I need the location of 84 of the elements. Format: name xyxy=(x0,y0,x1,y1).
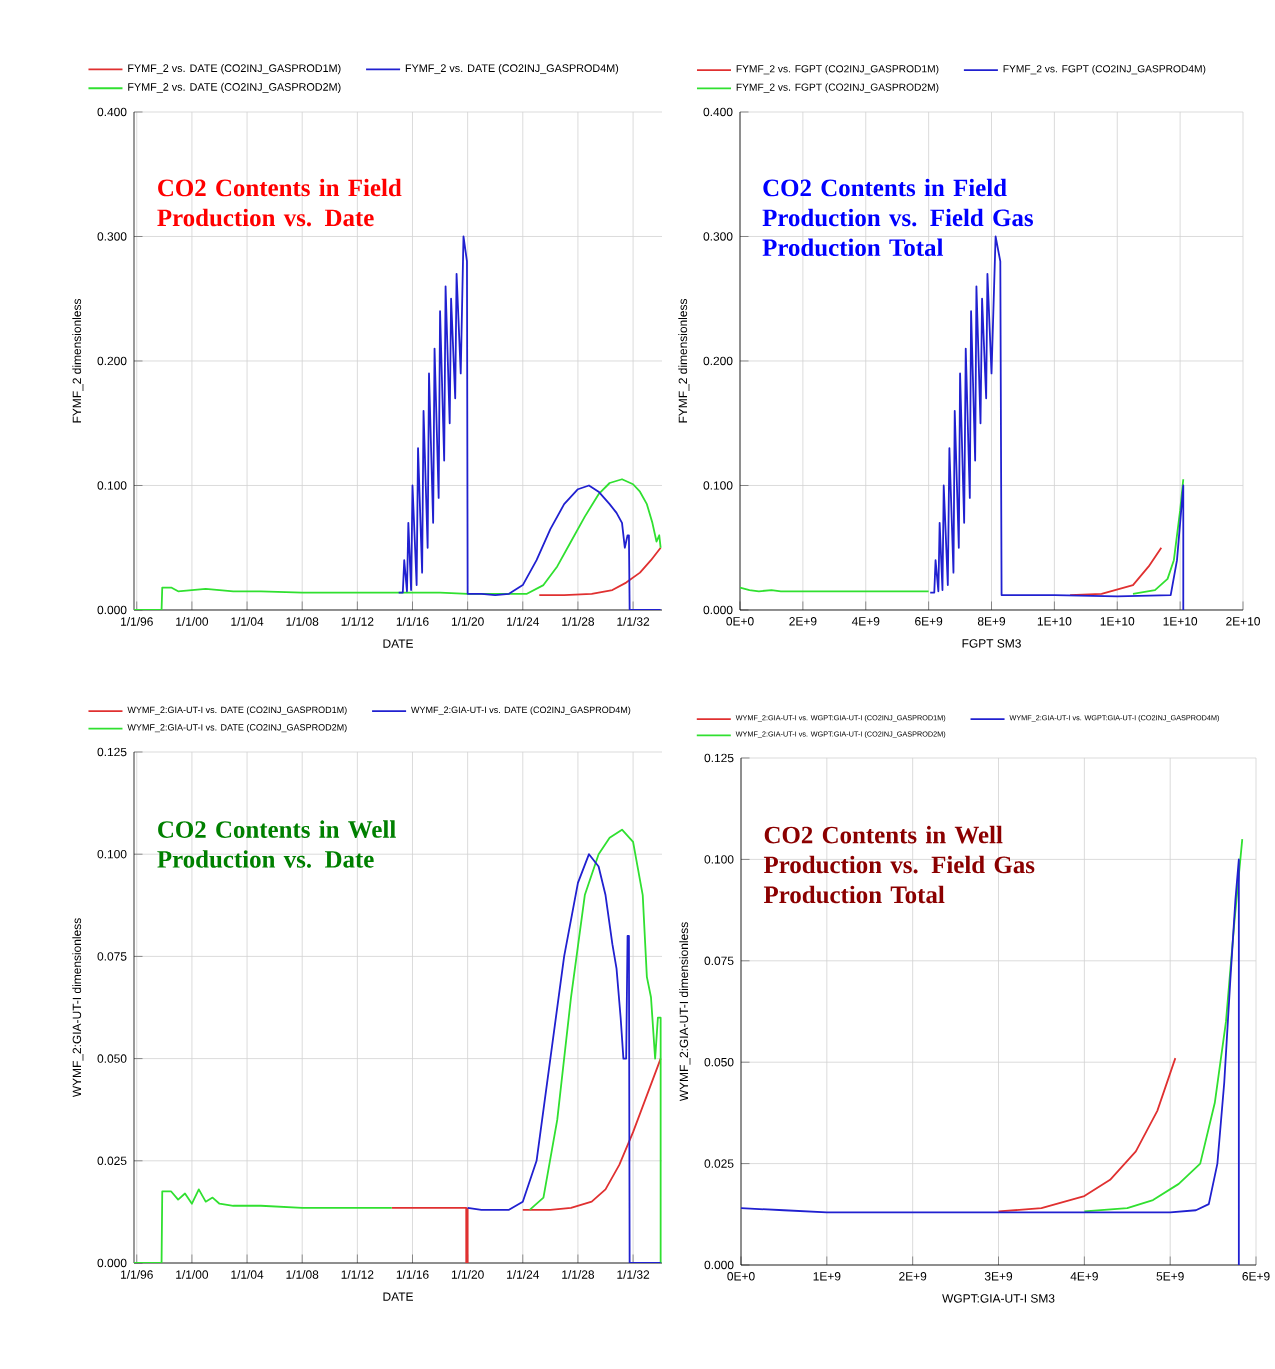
y-axis-title: WYMF_2:GIA-UT-I dimensionless xyxy=(679,922,691,1102)
x-tick-label: 1/1/00 xyxy=(176,1270,209,1279)
x-tick-label: 1/1/28 xyxy=(562,1270,595,1279)
y-tick-label: 0.050 xyxy=(97,1054,127,1063)
x-tick-label: 1/1/32 xyxy=(617,617,650,626)
y-tick-label: 0.100 xyxy=(703,481,733,490)
line-series xyxy=(1069,546,1163,596)
x-tick-label: 1/1/24 xyxy=(507,1270,540,1279)
y-tick-label: 0.300 xyxy=(97,232,127,241)
legend-label: FYMF_2 vs. DATE (CO2INJ_GASPROD2M) xyxy=(128,82,341,93)
x-tick-label: 1/1/96 xyxy=(121,617,153,626)
x-tick-label: 2E+9 xyxy=(789,617,817,626)
line-series xyxy=(538,546,662,596)
x-tick-label: 4E+9 xyxy=(851,617,880,626)
x-tick-label: 1/1/28 xyxy=(562,617,595,626)
y-tick-label: 0.050 xyxy=(704,1057,734,1067)
x-tick-label: 0E+0 xyxy=(727,1272,755,1281)
x-axis-title: DATE xyxy=(383,639,413,648)
legend-label: FYMF_2 vs. FGPT (CO2INJ_GASPROD2M) xyxy=(736,83,939,93)
y-tick-label: 0.400 xyxy=(703,107,733,117)
text: CO2 Contents in Field Production vs. Date xyxy=(157,178,402,227)
x-tick-label: 5E+9 xyxy=(1156,1272,1184,1281)
x-axis-title: DATE xyxy=(383,1292,413,1301)
x-tick-label: 1/1/08 xyxy=(286,1270,319,1279)
y-tick-label: 0.075 xyxy=(704,956,734,966)
x-tick-label: 1E+9 xyxy=(813,1272,841,1281)
y-tick-label: 0.400 xyxy=(97,107,127,117)
legend-label: WYMF_2:GIA-UT-I vs. DATE (CO2INJ_GASPROD2M) xyxy=(127,723,347,733)
y-axis-title: WYMF_2:GIA-UT-I dimensionless xyxy=(72,918,84,1098)
x-tick-label: 1/1/12 xyxy=(341,617,374,626)
x-tick-label: 4E+9 xyxy=(1070,1272,1098,1281)
x-tick-label: 6E+9 xyxy=(1242,1272,1270,1281)
x-tick-label: 3E+9 xyxy=(984,1272,1013,1281)
y-tick-label: 0.100 xyxy=(97,481,127,490)
y-tick-label: 0.100 xyxy=(97,849,127,859)
x-axis-title: FGPT SM3 xyxy=(962,639,1021,648)
y-tick-label: 0.000 xyxy=(97,605,127,615)
y-tick-label: 0.025 xyxy=(97,1156,127,1166)
x-tick-label: 2E+9 xyxy=(899,1272,927,1281)
x-tick-label: 1E+10 xyxy=(1100,617,1135,626)
legend-label: FYMF_2 vs. DATE (CO2INJ_GASPROD1M) xyxy=(128,64,341,75)
x-tick-label: 1E+10 xyxy=(1037,617,1072,626)
x-tick-label: 1/1/20 xyxy=(451,1270,484,1279)
x-tick-label: 0E+0 xyxy=(726,617,754,626)
x-tick-label: 1/1/24 xyxy=(507,617,540,626)
x-tick-label: 1E+10 xyxy=(1163,617,1198,626)
line-series xyxy=(1083,838,1244,1213)
x-tick-label: 1/1/00 xyxy=(176,617,209,626)
x-tick-label: 6E+9 xyxy=(915,617,943,626)
y-tick-label: 0.200 xyxy=(703,356,733,366)
y-tick-label: 0.000 xyxy=(704,1260,734,1270)
x-tick-label: 1/1/32 xyxy=(617,1270,650,1279)
y-axis-title: FYMF_2 dimensionless xyxy=(678,298,690,423)
x-tick-label: 1/1/20 xyxy=(451,617,484,626)
text: CO2 Contents in Field Production vs. Field Gas Production Total xyxy=(762,178,1033,257)
legend-label: WYMF_2:GIA-UT-I vs. DATE (CO2INJ_GASPROD1M) xyxy=(127,706,347,715)
y-tick-label: 0.300 xyxy=(703,232,733,241)
legend-label: FYMF_2 vs. FGPT (CO2INJ_GASPROD1M) xyxy=(736,64,939,75)
text: CO2 Contents in Well Production vs. Field Gas Production Total xyxy=(763,825,1035,904)
line-series xyxy=(397,235,662,610)
legend-label: WYMF_2:GIA-UT-I vs. DATE (CO2INJ_GASPROD4M) xyxy=(411,706,631,715)
line-series xyxy=(997,1057,1177,1213)
x-tick-label: 8E+9 xyxy=(977,617,1006,626)
legend-label: FYMF_2 vs. DATE (CO2INJ_GASPROD4M) xyxy=(405,64,619,75)
x-tick-label: 1/1/96 xyxy=(121,1270,153,1279)
x-tick-label: 1/1/12 xyxy=(341,1270,374,1279)
y-tick-label: 0.025 xyxy=(704,1159,734,1168)
y-tick-label: 0.075 xyxy=(97,952,127,961)
y-tick-label: 0.125 xyxy=(704,753,734,763)
x-tick-label: 1/1/04 xyxy=(231,1270,264,1279)
x-tick-label: 1/1/16 xyxy=(396,617,429,626)
y-tick-label: 0.000 xyxy=(97,1258,127,1268)
x-tick-label: 1/1/16 xyxy=(396,1270,429,1279)
text: CO2 Contents in Well Production vs. Date xyxy=(157,820,396,868)
y-axis-title: FYMF_2 dimensionless xyxy=(72,298,84,423)
x-tick-label: 1/1/08 xyxy=(286,617,319,626)
legend-label: FYMF_2 vs. FGPT (CO2INJ_GASPROD4M) xyxy=(1003,64,1206,75)
x-axis-title: WGPT:GIA-UT-I SM3 xyxy=(942,1294,1055,1303)
x-tick-label: 1/1/04 xyxy=(231,617,264,626)
y-tick-label: 0.125 xyxy=(97,747,127,757)
y-tick-label: 0.000 xyxy=(703,605,733,615)
x-tick-label: 2E+10 xyxy=(1226,617,1260,626)
y-tick-label: 0.200 xyxy=(97,356,127,366)
y-tick-label: 0.100 xyxy=(704,855,734,864)
